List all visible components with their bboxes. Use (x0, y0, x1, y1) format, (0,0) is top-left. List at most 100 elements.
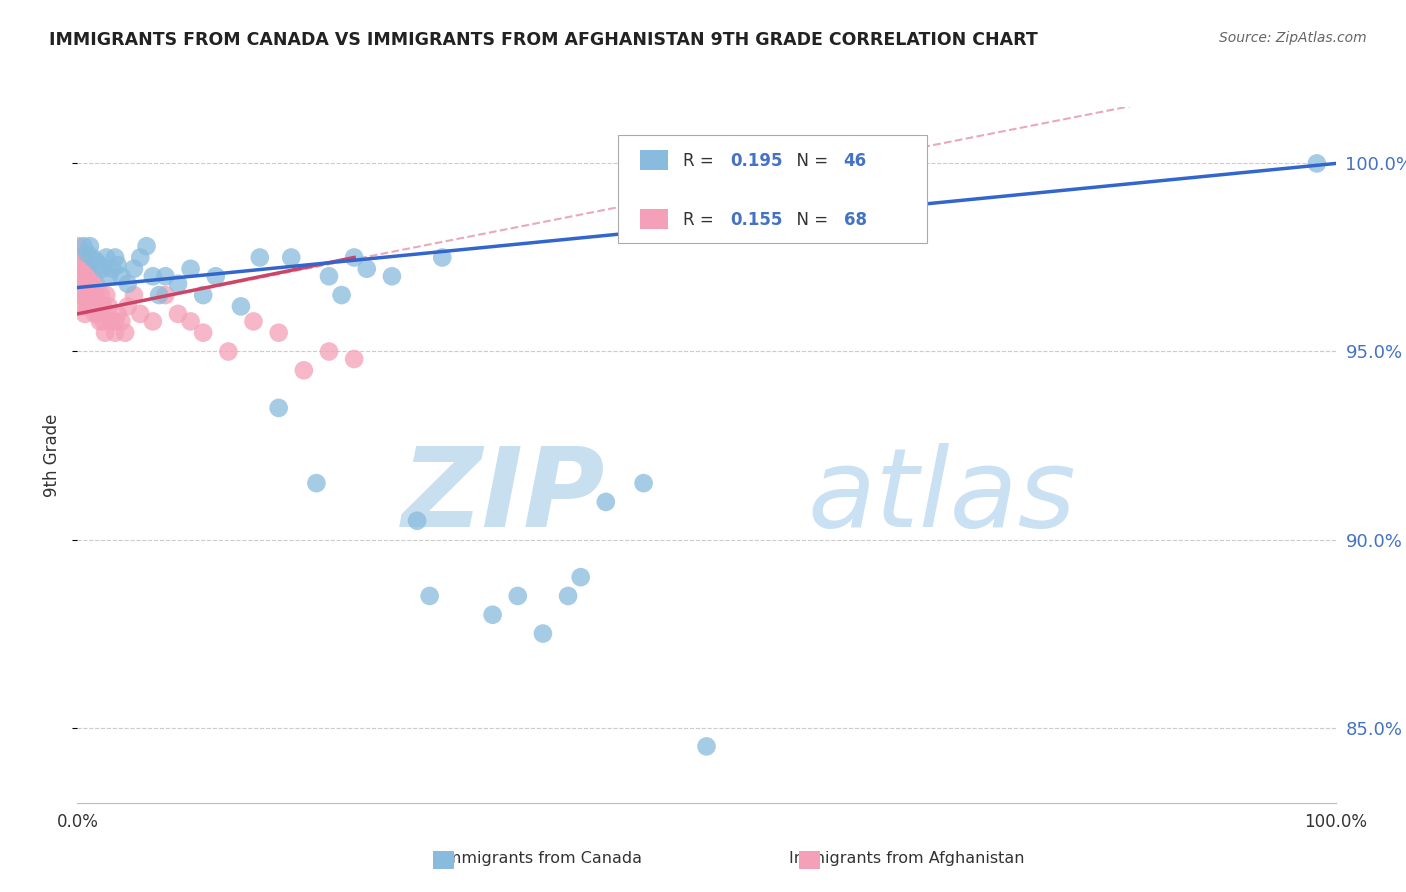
Point (110, 269, 132, 284)
Point (70, 288, 93, 302)
Point (84, 254, 107, 268)
Point (155, 288, 177, 302)
Point (104, 314, 127, 328)
Point (696, 739, 718, 754)
Point (72, 299, 94, 313)
Point (180, 314, 202, 328)
FancyBboxPatch shape (640, 151, 668, 170)
Point (77, 288, 100, 302)
Point (91, 299, 114, 313)
Point (122, 288, 145, 302)
Point (267, 401, 290, 415)
Point (117, 277, 139, 291)
Point (84, 307, 107, 321)
Point (89, 314, 111, 328)
Point (330, 288, 353, 302)
Point (343, 251, 366, 265)
Point (101, 261, 124, 276)
Point (305, 476, 328, 491)
Point (72, 239, 94, 253)
Point (77, 299, 100, 313)
Point (135, 239, 157, 253)
Text: Immigrants from Afghanistan: Immigrants from Afghanistan (789, 851, 1025, 865)
Point (82, 251, 104, 265)
Text: 68: 68 (844, 211, 866, 228)
Point (595, 495, 617, 509)
Point (83, 288, 105, 302)
Point (557, 589, 579, 603)
Point (167, 277, 190, 291)
Point (87, 307, 110, 321)
Point (72, 277, 94, 291)
Point (280, 251, 302, 265)
Point (569, 570, 592, 584)
Point (129, 251, 152, 265)
Point (356, 261, 378, 276)
Text: 0.195: 0.195 (731, 153, 783, 170)
Point (89, 258, 111, 272)
Point (90, 288, 112, 302)
Point (110, 314, 132, 328)
Point (97, 269, 120, 284)
Point (73, 288, 96, 302)
Point (69, 261, 91, 276)
Point (75, 277, 97, 291)
Text: atlas: atlas (807, 443, 1076, 550)
Point (104, 251, 127, 265)
Text: R =: R = (682, 211, 718, 228)
Point (122, 261, 145, 276)
Point (249, 251, 271, 265)
Point (73, 269, 96, 284)
FancyBboxPatch shape (640, 209, 668, 228)
Point (204, 269, 226, 284)
Point (114, 326, 136, 340)
Point (217, 344, 239, 359)
Point (318, 344, 340, 359)
Point (267, 326, 290, 340)
Point (191, 288, 215, 302)
Point (191, 326, 215, 340)
Point (67, 251, 90, 265)
Point (72, 251, 94, 265)
Point (96, 251, 118, 265)
Point (406, 514, 429, 528)
Point (142, 269, 165, 284)
Point (129, 307, 152, 321)
Point (67, 269, 90, 284)
Text: 0.155: 0.155 (731, 211, 783, 228)
Point (84, 277, 107, 291)
Point (167, 307, 190, 321)
Point (76, 261, 98, 276)
Point (69, 288, 91, 302)
Point (506, 589, 529, 603)
Text: ZIP: ZIP (402, 443, 606, 550)
Point (142, 314, 165, 328)
FancyBboxPatch shape (619, 135, 927, 243)
Point (76, 246, 98, 260)
Text: N =: N = (786, 153, 834, 170)
Point (148, 288, 170, 302)
Point (75, 288, 97, 302)
Point (80, 299, 103, 313)
Point (155, 269, 177, 284)
Point (94, 326, 117, 340)
Text: 46: 46 (844, 153, 868, 170)
Point (79, 288, 101, 302)
Point (229, 299, 252, 313)
Point (67, 277, 90, 291)
Point (69, 261, 91, 276)
Point (318, 269, 340, 284)
Point (91, 299, 114, 313)
Point (79, 239, 101, 253)
Point (180, 261, 202, 276)
Point (381, 269, 404, 284)
Text: R =: R = (682, 153, 718, 170)
Point (100, 314, 122, 328)
Text: N =: N = (786, 211, 834, 228)
Point (82, 277, 104, 291)
Point (72, 269, 94, 284)
Point (432, 251, 454, 265)
Point (1306, 156, 1329, 170)
Point (107, 258, 129, 272)
Point (96, 288, 118, 302)
